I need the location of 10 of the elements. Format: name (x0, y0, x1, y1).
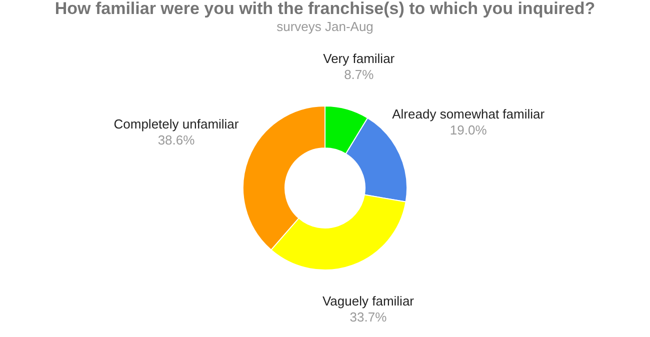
chart-subtitle: surveys Jan-Aug (276, 19, 374, 34)
slice-label: Completely unfamiliar (114, 116, 240, 132)
data-label: 38.6% (158, 132, 196, 148)
data-label: 19.0% (450, 122, 488, 138)
chart-title: How familiar were you with the franchise(s) to which you inquired? (54, 0, 596, 18)
data-label: 33.7% (350, 309, 388, 324)
slice-label: Already somewhat familiar (392, 106, 546, 122)
slice-label: Vaguely familiar (322, 293, 415, 308)
data-label: 8.7% (344, 67, 374, 82)
slice-label: Very familiar (323, 51, 396, 66)
